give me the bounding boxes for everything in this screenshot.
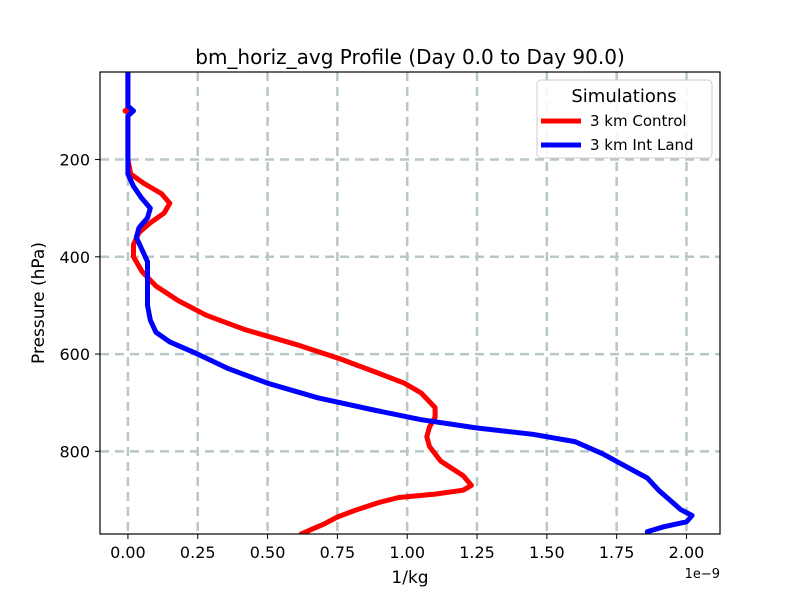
- legend-box: [536, 79, 713, 159]
- y-tick-label: 800: [59, 442, 90, 461]
- legend: Simulations 3 km Control 3 km Int Land: [536, 79, 713, 159]
- x-tick-label: 0.00: [110, 543, 146, 562]
- y-tick-label: 400: [59, 248, 90, 267]
- y-tick-label: 600: [59, 345, 90, 364]
- legend-title: Simulations: [571, 86, 676, 107]
- x-tick-label: 0.50: [250, 543, 286, 562]
- x-tick-label: 1.25: [459, 543, 495, 562]
- x-axis-label: 1/kg: [391, 568, 428, 588]
- series-line-3-km-int-land: [125, 72, 695, 534]
- x-offset-text: 1e−9: [685, 567, 720, 582]
- legend-entry-label: 3 km Int Land: [590, 136, 694, 154]
- x-tick-label: 0.25: [180, 543, 216, 562]
- x-tick-label: 1.00: [389, 543, 425, 562]
- x-tick-label: 1.75: [599, 543, 635, 562]
- y-tick-label: 200: [59, 151, 90, 170]
- plot-frame: [99, 71, 721, 535]
- chart-title: bm_horiz_avg Profile (Day 0.0 to Day 90.…: [195, 45, 625, 69]
- y-axis-label: Pressure (hPa): [29, 242, 49, 364]
- axis-ticks: 0.00 0.25 0.50 0.75 1.00 1.25 1.50 1.75 2.00 200 4…: [59, 151, 704, 562]
- x-tick-label: 0.75: [320, 543, 356, 562]
- legend-entry-label: 3 km Control: [590, 112, 687, 130]
- x-tick-label: 2.00: [669, 543, 705, 562]
- x-tick-label: 1.50: [529, 543, 565, 562]
- series-lines: [122, 72, 695, 534]
